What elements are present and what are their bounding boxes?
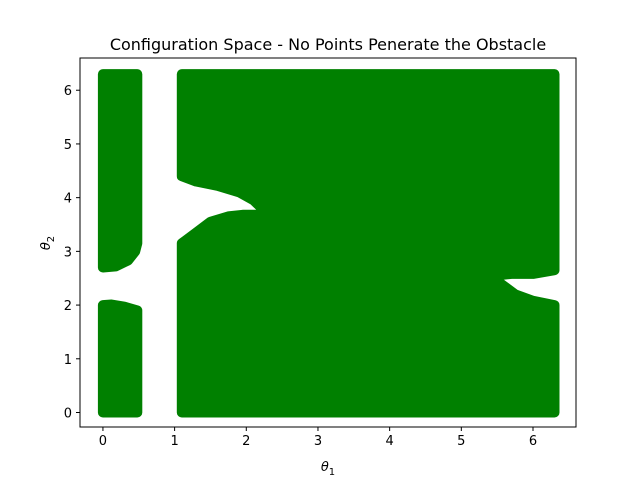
y-axis-label: θ2 bbox=[39, 236, 57, 250]
y-axis-label-symbol: θ bbox=[39, 242, 54, 250]
x-tick-label: 0 bbox=[99, 434, 107, 449]
x-axis-label-subscript: 1 bbox=[329, 467, 335, 478]
y-tick-label: 2 bbox=[64, 299, 72, 314]
region-left-strip-lower bbox=[97, 299, 143, 418]
x-tick-label: 2 bbox=[242, 434, 250, 449]
y-tick-label: 5 bbox=[64, 138, 72, 153]
region-left-strip-upper bbox=[97, 69, 143, 273]
y-ticks: 0 1 2 3 4 5 6 bbox=[64, 84, 80, 421]
data-regions bbox=[97, 69, 560, 418]
x-tick-label: 1 bbox=[170, 434, 178, 449]
x-ticks: 0 1 2 3 4 5 6 bbox=[99, 427, 537, 449]
y-tick-label: 4 bbox=[64, 192, 72, 207]
x-tick-label: 6 bbox=[529, 434, 537, 449]
x-tick-label: 5 bbox=[457, 434, 465, 449]
axes-frame bbox=[79, 57, 577, 428]
y-tick-label: 0 bbox=[64, 406, 72, 421]
x-tick-label: 4 bbox=[386, 434, 394, 449]
chart-title: Configuration Space - No Points Penerate… bbox=[110, 35, 546, 54]
x-tick-label: 3 bbox=[314, 434, 322, 449]
region-main-block bbox=[176, 69, 560, 418]
y-tick-label: 6 bbox=[64, 84, 72, 99]
x-axis-label-symbol: θ bbox=[321, 460, 329, 475]
x-axis-label: θ1 bbox=[321, 460, 335, 478]
y-axis-label-subscript: 2 bbox=[46, 236, 57, 242]
y-tick-label: 3 bbox=[64, 245, 72, 260]
y-tick-label: 1 bbox=[64, 353, 72, 368]
